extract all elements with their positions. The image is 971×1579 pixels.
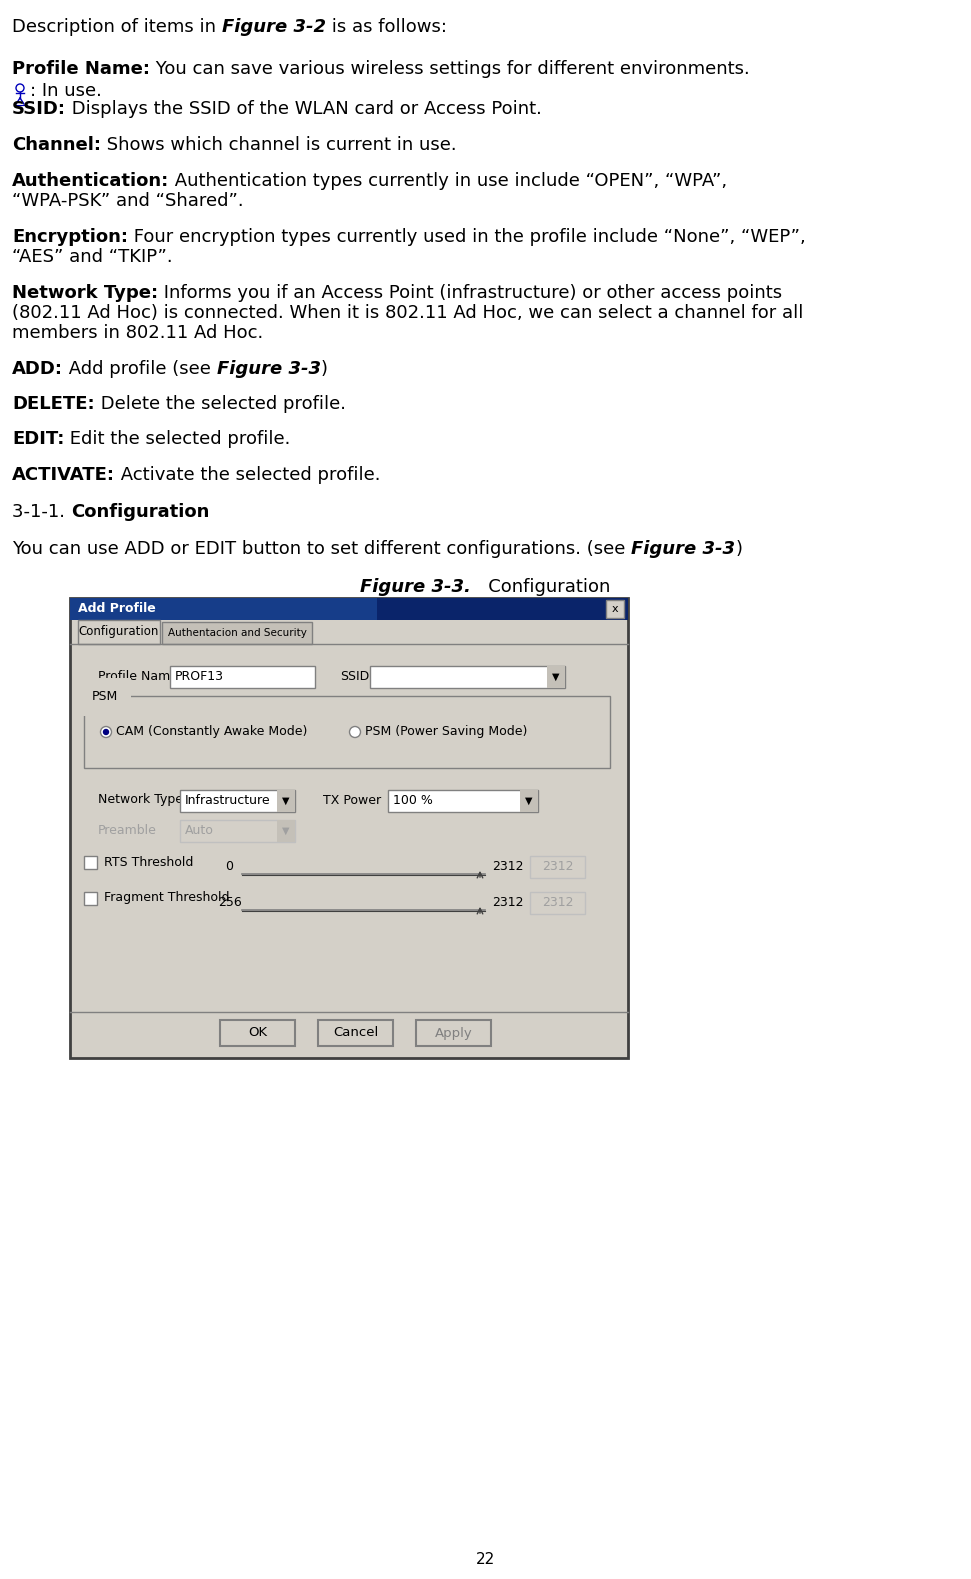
Text: Preamble: Preamble	[98, 824, 157, 837]
Text: Authentication:: Authentication:	[12, 172, 169, 189]
Text: ADD:: ADD:	[12, 360, 63, 377]
Text: 2312: 2312	[492, 895, 523, 910]
Text: Activate the selected profile.: Activate the selected profile.	[115, 466, 381, 485]
Text: OK: OK	[248, 1026, 267, 1039]
Text: Configuration: Configuration	[79, 625, 159, 638]
Text: RTS Threshold: RTS Threshold	[104, 856, 193, 868]
Circle shape	[101, 726, 112, 737]
Circle shape	[350, 726, 360, 737]
Text: ▼: ▼	[552, 673, 559, 682]
Text: CAM (Constantly Awake Mode): CAM (Constantly Awake Mode)	[116, 725, 308, 739]
Text: Auto: Auto	[185, 824, 214, 837]
Bar	[277, 790, 295, 812]
Bar	[606, 600, 624, 617]
Text: PROF13: PROF13	[175, 671, 224, 684]
Text: ▼: ▼	[283, 826, 289, 835]
Text: Encryption:: Encryption:	[12, 227, 128, 246]
Text: Four encryption types currently used in the profile include “None”, “WEP”,: Four encryption types currently used in …	[128, 227, 806, 246]
Bar	[180, 790, 295, 812]
Text: Add Profile: Add Profile	[78, 603, 155, 616]
Text: Authentication types currently in use include “OPEN”, “WPA”,: Authentication types currently in use in…	[169, 172, 727, 189]
Bar	[70, 598, 377, 621]
Text: Description of items in: Description of items in	[12, 17, 221, 36]
Text: Figure 3-3: Figure 3-3	[217, 360, 320, 377]
Text: 22: 22	[476, 1552, 495, 1566]
Text: You can save various wireless settings for different environments.: You can save various wireless settings f…	[150, 60, 750, 77]
Text: “WPA-PSK” and “Shared”.: “WPA-PSK” and “Shared”.	[12, 193, 244, 210]
Text: SSID: SSID	[340, 669, 369, 682]
Text: Profile Name: Profile Name	[98, 669, 178, 682]
Text: ▼: ▼	[283, 796, 289, 805]
Text: members in 802.11 Ad Hoc.: members in 802.11 Ad Hoc.	[12, 324, 263, 343]
Text: 2312: 2312	[542, 897, 573, 910]
Bar	[547, 666, 565, 688]
Text: Delete the selected profile.: Delete the selected profile.	[94, 395, 346, 414]
Text: PSM: PSM	[92, 690, 118, 704]
Text: Cancel: Cancel	[333, 1026, 378, 1039]
Text: Displays the SSID of the WLAN card or Access Point.: Displays the SSID of the WLAN card or Ac…	[66, 99, 542, 118]
Text: Figure 3-2: Figure 3-2	[221, 17, 325, 36]
Text: TX Power: TX Power	[323, 794, 382, 807]
Text: 2312: 2312	[492, 861, 523, 873]
Text: x: x	[612, 605, 619, 614]
Text: ): )	[320, 360, 327, 377]
Bar	[277, 820, 295, 842]
Text: 2312: 2312	[542, 861, 573, 873]
Bar	[388, 790, 538, 812]
Text: Figure 3-3.: Figure 3-3.	[360, 578, 471, 595]
Text: PSM (Power Saving Mode): PSM (Power Saving Mode)	[365, 725, 527, 739]
Text: Configuration: Configuration	[471, 578, 611, 595]
Bar	[84, 696, 610, 767]
Text: ACTIVATE:: ACTIVATE:	[12, 466, 115, 485]
Text: Fragment Threshold: Fragment Threshold	[104, 892, 229, 905]
Text: Configuration: Configuration	[71, 504, 209, 521]
Text: Channel:: Channel:	[12, 136, 101, 155]
Text: Infrastructure: Infrastructure	[185, 794, 271, 807]
Text: (802.11 Ad Hoc) is connected. When it is 802.11 Ad Hoc, we can select a channel : (802.11 Ad Hoc) is connected. When it is…	[12, 305, 803, 322]
Text: ▼: ▼	[525, 796, 533, 805]
Text: Authentacion and Security: Authentacion and Security	[168, 628, 307, 638]
Bar	[220, 1020, 295, 1045]
Text: ): )	[735, 540, 742, 557]
Text: Add profile (see: Add profile (see	[63, 360, 217, 377]
Text: Edit the selected profile.: Edit the selected profile.	[64, 429, 290, 448]
Text: 256: 256	[218, 895, 242, 910]
Text: Network Type:: Network Type:	[12, 284, 158, 302]
Text: Figure 3-3: Figure 3-3	[631, 540, 735, 557]
Bar	[78, 621, 160, 644]
Text: SSID:: SSID:	[12, 99, 66, 118]
Bar	[370, 666, 565, 688]
Text: 100 %: 100 %	[393, 794, 433, 807]
Text: DELETE:: DELETE:	[12, 395, 94, 414]
Text: Apply: Apply	[435, 1026, 472, 1039]
Bar	[530, 856, 585, 878]
Bar	[84, 856, 97, 868]
Text: Shows which channel is current in use.: Shows which channel is current in use.	[101, 136, 456, 155]
Text: “AES” and “TKIP”.: “AES” and “TKIP”.	[12, 248, 173, 265]
Text: : In use.: : In use.	[30, 82, 102, 99]
Bar	[416, 1020, 491, 1045]
Bar	[180, 820, 295, 842]
Bar	[84, 892, 97, 905]
Circle shape	[104, 729, 109, 734]
Bar	[318, 1020, 393, 1045]
Text: You can use ADD or EDIT button to set different configurations. (see: You can use ADD or EDIT button to set di…	[12, 540, 631, 557]
Text: Profile Name:: Profile Name:	[12, 60, 150, 77]
Bar	[162, 622, 312, 644]
Bar	[70, 598, 628, 621]
Bar	[530, 892, 585, 914]
Text: Informs you if an Access Point (infrastructure) or other access points: Informs you if an Access Point (infrastr…	[158, 284, 783, 302]
Text: Network Type: Network Type	[98, 794, 183, 807]
Bar	[520, 790, 538, 812]
Text: EDIT:: EDIT:	[12, 429, 64, 448]
Text: is as follows:: is as follows:	[325, 17, 447, 36]
Text: 3-1-1.: 3-1-1.	[12, 504, 71, 521]
Text: 0: 0	[225, 861, 233, 873]
Bar	[70, 598, 628, 1058]
Bar	[170, 666, 315, 688]
